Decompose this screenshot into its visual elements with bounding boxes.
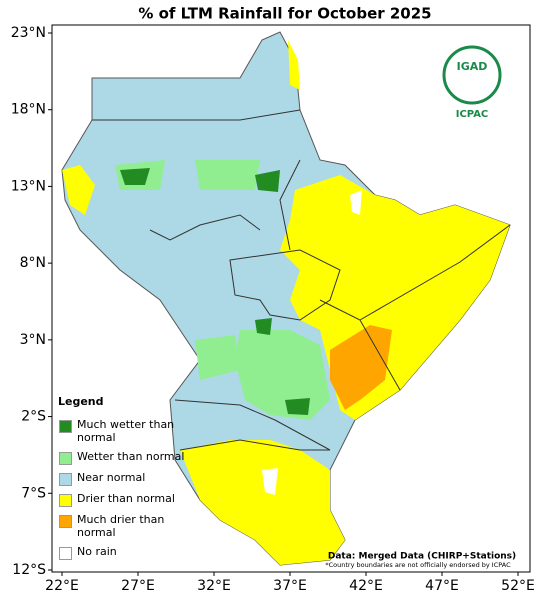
legend-label: Drier than normal <box>77 492 175 505</box>
x-tick-label: 32°E <box>197 578 231 594</box>
logo: IGAD ICPAC <box>442 45 502 120</box>
country-border <box>92 109 511 391</box>
legend-item: Near normal <box>58 471 188 486</box>
y-tick-label: 8°N <box>20 255 46 271</box>
legend-item: Much wetter than normal <box>58 418 188 444</box>
legend-label: Wetter than normal <box>77 450 185 463</box>
logo-ring <box>442 45 502 105</box>
wetter-area <box>195 160 260 190</box>
x-tick-label: 37°E <box>273 578 307 594</box>
legend-swatch <box>59 547 72 560</box>
legend-item: No rain <box>58 545 188 560</box>
land <box>61 31 511 566</box>
legend-label: Much wetter than normal <box>77 418 175 444</box>
logo-name: IGAD <box>457 60 488 73</box>
no-rain-area <box>262 468 278 495</box>
no-rain-area <box>350 190 362 215</box>
y-tick-label: 12°S <box>12 562 46 578</box>
legend-title: Legend <box>58 395 104 408</box>
legend-label: No rain <box>77 545 117 558</box>
legend-label: Near normal <box>77 471 146 484</box>
logo-subname: ICPAC <box>456 109 489 120</box>
disclaimer: *Country boundaries are not officially e… <box>325 561 511 569</box>
source-note: Data: Merged Data (CHIRP+Stations) <box>328 552 516 562</box>
drier-area <box>180 440 345 565</box>
x-tick-label: 42°E <box>349 578 383 594</box>
x-tick-label: 22°E <box>45 578 79 594</box>
map-title: % of LTM Rainfall for October 2025 <box>138 5 431 23</box>
much-wetter-area <box>120 168 150 185</box>
y-tick-label: 23°N <box>11 25 46 41</box>
much-wetter-area <box>285 398 310 415</box>
legend-swatch <box>59 515 72 528</box>
legend-item: Much drier than normal <box>58 513 188 539</box>
y-tick-label: 13°N <box>11 178 46 194</box>
much-wetter-area <box>255 318 272 335</box>
legend-item: Wetter than normal <box>58 450 188 465</box>
legend-swatch <box>59 452 72 465</box>
drier-area <box>62 165 95 215</box>
y-tick-label: 18°N <box>11 102 46 118</box>
x-tick-label: 27°E <box>121 578 155 594</box>
legend: Legend Much wetter than normal Wetter tha… <box>58 395 188 560</box>
y-tick-label: 7°S <box>21 485 46 501</box>
legend-swatch <box>59 494 72 507</box>
much-wetter-area <box>255 170 280 192</box>
legend-label: Much drier than normal <box>77 513 165 539</box>
legend-swatch <box>59 473 72 486</box>
x-tick-label: 52°E <box>501 578 535 594</box>
country-border <box>174 249 341 451</box>
legend-swatch <box>59 420 72 433</box>
x-tick-label: 47°E <box>425 578 459 594</box>
wetter-area <box>195 335 240 380</box>
y-tick-label: 3°N <box>20 332 46 348</box>
legend-item: Drier than normal <box>58 492 188 507</box>
y-tick-label: 2°S <box>21 409 46 425</box>
drier-area <box>288 40 300 90</box>
much-drier-area <box>330 325 392 410</box>
wetter-area <box>235 330 330 420</box>
